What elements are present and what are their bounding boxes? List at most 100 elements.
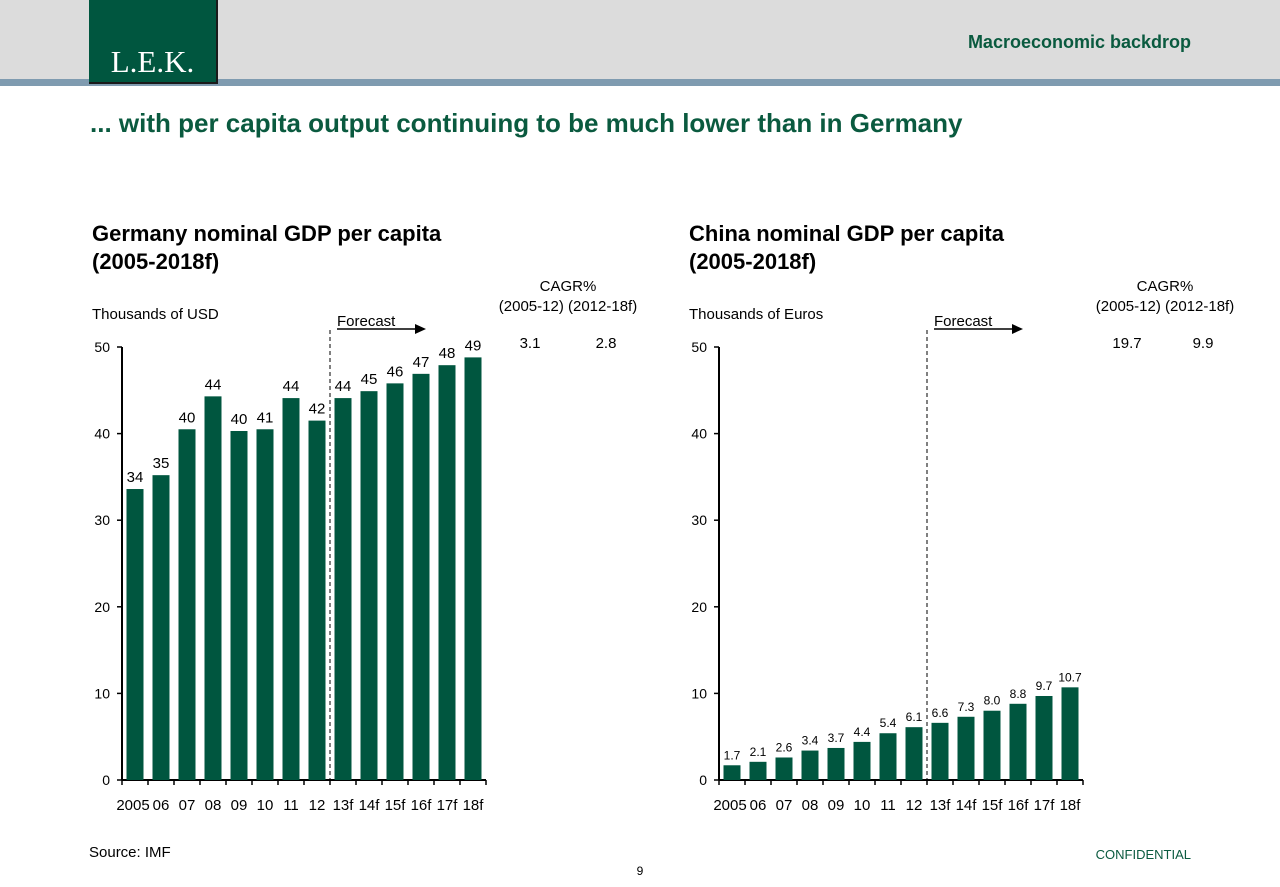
germany-bar	[412, 373, 430, 780]
china-bar	[775, 757, 793, 780]
germany-x-tick-label: 17f	[437, 797, 459, 814]
lek-logo: L.E.K.	[89, 0, 218, 84]
china-bar-value-label: 2.6	[776, 740, 793, 754]
china-x-tick-label: 16f	[1008, 797, 1030, 814]
china-bar-value-label: 6.1	[906, 710, 923, 724]
germany-x-tick-label: 18f	[463, 797, 485, 814]
germany-x-tick-label: 07	[179, 797, 196, 814]
china-x-tick-label: 13f	[930, 797, 952, 814]
germany-bar	[386, 383, 404, 780]
germany-y-axis-label: Thousands of USD	[92, 306, 219, 323]
china-x-tick-label: 15f	[982, 797, 1004, 814]
germany-y-tick-label: 40	[94, 426, 110, 442]
china-bar	[1009, 703, 1027, 780]
china-bar	[1035, 695, 1053, 780]
china-bar-value-label: 5.4	[880, 716, 897, 730]
germany-cagr-periods: (2005-12) (2012-18f)	[499, 298, 637, 315]
germany-bar-value-label: 44	[335, 378, 352, 395]
china-bar-value-label: 2.1	[750, 745, 767, 759]
china-bar-value-label: 6.6	[932, 706, 949, 720]
germany-x-tick-label: 12	[309, 797, 326, 814]
germany-x-tick-label: 13f	[333, 797, 355, 814]
china-y-tick-label: 20	[691, 599, 707, 615]
germany-cagr-forecast: 2.8	[596, 335, 617, 352]
china-bar	[1061, 687, 1079, 780]
germany-bar-value-label: 40	[231, 411, 248, 428]
china-y-tick-label: 50	[691, 339, 707, 355]
china-cagr-historical: 19.7	[1112, 335, 1141, 352]
germany-bar	[230, 431, 248, 780]
germany-bar	[334, 398, 352, 780]
china-cagr-header: CAGR%	[1137, 278, 1194, 295]
germany-y-tick-label: 10	[94, 685, 110, 701]
germany-y-tick-label: 20	[94, 599, 110, 615]
germany-chart-title-line1: Germany nominal GDP per capita	[92, 221, 442, 246]
china-bar-value-label: 9.7	[1036, 679, 1053, 693]
china-chart-title-line2: (2005-2018f)	[689, 249, 817, 274]
china-x-tick-label: 2005	[713, 797, 746, 814]
germany-bar-value-label: 40	[179, 409, 196, 426]
germany-bar-value-label: 47	[413, 354, 430, 371]
china-bar	[723, 765, 741, 780]
section-label: Macroeconomic backdrop	[967, 32, 1191, 52]
china-y-tick-label: 10	[691, 685, 707, 701]
germany-cagr-header: CAGR%	[540, 278, 597, 295]
germany-bar	[178, 429, 196, 780]
germany-x-tick-label: 2005	[116, 797, 149, 814]
header-rule	[0, 79, 1280, 86]
china-bar-value-label: 8.8	[1010, 687, 1027, 701]
germany-x-tick-label: 10	[257, 797, 274, 814]
germany-forecast-label: Forecast	[337, 313, 396, 330]
germany-chart-title: Germany nominal GDP per capita (2005-201…	[92, 220, 441, 276]
germany-chart-title-line2: (2005-2018f)	[92, 249, 220, 274]
page-number: 9	[636, 864, 644, 878]
china-x-tick-label: 09	[828, 797, 845, 814]
china-bar-value-label: 7.3	[958, 700, 975, 714]
germany-bar-value-label: 46	[387, 363, 404, 380]
confidential-label: CONFIDENTIAL	[1095, 847, 1191, 862]
germany-forecast-arrowhead	[415, 324, 426, 334]
china-bar	[983, 710, 1001, 780]
germany-x-tick-label: 08	[205, 797, 222, 814]
germany-bar	[126, 489, 144, 780]
germany-gdp-chart: Thousands of USD 0 10 20 30 40 50 34 2005 35 06 40 0…	[92, 278, 637, 814]
germany-y-tick-label: 0	[102, 772, 110, 788]
china-x-tick-label: 12	[906, 797, 923, 814]
germany-bar	[256, 429, 274, 780]
china-bar	[853, 741, 871, 780]
logo-text: L.E.K.	[110, 44, 195, 79]
china-bar-value-label: 3.4	[802, 734, 819, 748]
germany-x-tick-label: 15f	[385, 797, 407, 814]
china-x-tick-label: 08	[802, 797, 819, 814]
germany-bar	[204, 396, 222, 780]
germany-y-tick-label: 30	[94, 512, 110, 528]
china-bar-value-label: 1.7	[724, 748, 741, 762]
china-x-tick-label: 17f	[1034, 797, 1056, 814]
china-y-tick-label: 40	[691, 426, 707, 442]
page-title: ... with per capita output continuing to…	[90, 108, 963, 138]
germany-bar-value-label: 41	[257, 409, 274, 426]
china-x-tick-label: 18f	[1060, 797, 1082, 814]
china-bar	[905, 727, 923, 780]
china-cagr-forecast: 9.9	[1193, 335, 1214, 352]
china-y-tick-label: 0	[699, 772, 707, 788]
germany-bar	[438, 365, 456, 780]
china-bar-value-label: 3.7	[828, 731, 845, 745]
china-bar	[931, 722, 949, 780]
germany-bar-value-label: 45	[361, 371, 378, 388]
germany-bar-value-label: 48	[439, 345, 456, 362]
china-bar	[957, 716, 975, 780]
germany-bar-value-label: 34	[127, 469, 144, 486]
china-x-tick-label: 07	[776, 797, 793, 814]
germany-x-tick-label: 11	[283, 797, 299, 814]
china-x-tick-label: 11	[880, 797, 896, 814]
germany-bar-value-label: 44	[283, 378, 300, 395]
china-bar	[801, 750, 819, 780]
china-gdp-chart: Thousands of Euros 0 10 20 30 40 50 1.7 2005 2.1 0…	[689, 278, 1234, 814]
germany-bar	[308, 420, 326, 780]
china-y-axis-label: Thousands of Euros	[689, 306, 823, 323]
germany-bar-value-label: 49	[465, 337, 482, 354]
china-bar-value-label: 4.4	[854, 725, 871, 739]
china-forecast-label: Forecast	[934, 313, 993, 330]
germany-y-tick-label: 50	[94, 339, 110, 355]
